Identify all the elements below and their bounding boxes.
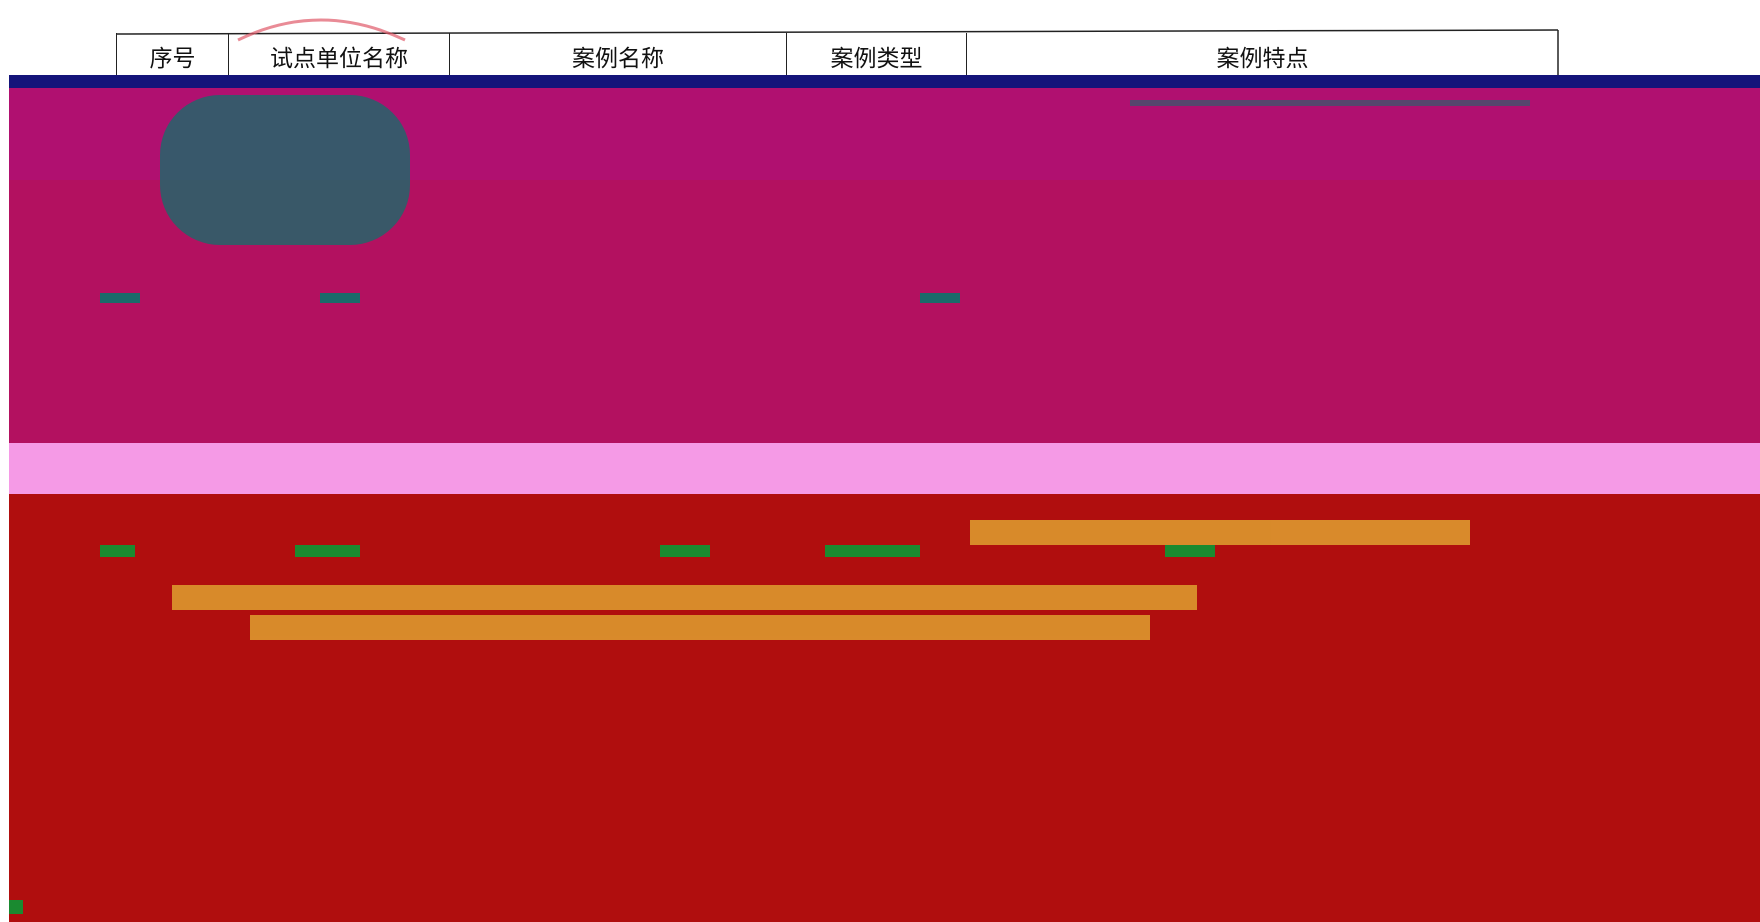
glitch-artifacts [9,545,1215,914]
glitch-artifacts [172,520,1470,640]
header-cell: 试点单位名称 [228,33,449,75]
table-top-border [115,29,1559,35]
glitch-band [9,75,1760,88]
header-cell: 案例特点 [966,33,1558,75]
seal-stamp [237,18,406,42]
glitch-artifacts [100,95,1530,303]
header-cell: 案例名称 [449,33,786,75]
header-cell: 序号 [116,33,228,75]
header-cell: 案例类型 [786,33,966,75]
glitch-band [9,443,1760,494]
glitch-band [9,494,1760,922]
